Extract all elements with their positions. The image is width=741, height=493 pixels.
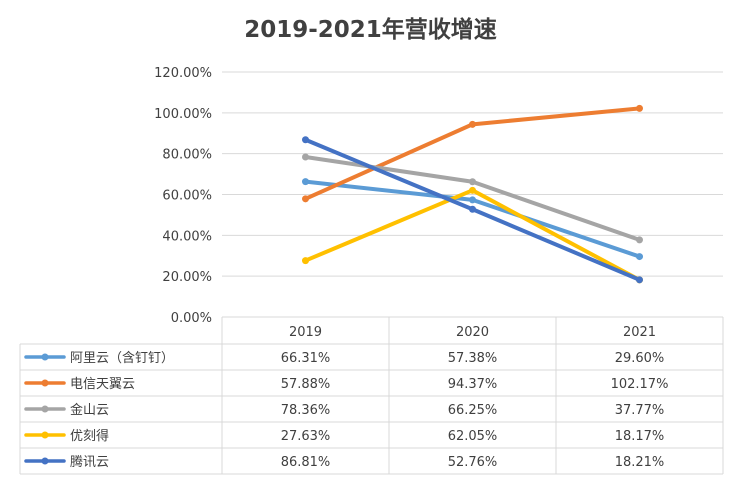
- legend-series-name: 阿里云（含钉钉）: [70, 350, 174, 366]
- y-tick-label: 20.00%: [162, 270, 212, 285]
- data-point: [469, 186, 476, 194]
- x-category-label: 2020: [456, 325, 489, 340]
- data-point: [469, 120, 476, 128]
- legend-series-name: 优刻得: [70, 428, 109, 444]
- data-point: [636, 104, 643, 112]
- data-point: [636, 253, 643, 261]
- table-cell-value: 62.05%: [448, 429, 498, 444]
- x-category-label: 2021: [623, 325, 656, 340]
- legend-series-name: 电信天翼云: [70, 377, 135, 392]
- y-axis-ticks: 0.00% 20.00% 40.00% 60.00% 80.00% 100.00% 120.…: [154, 66, 212, 326]
- y-tick-label: 80.00%: [162, 148, 212, 163]
- table-cell-value: 66.31%: [281, 351, 331, 366]
- table-cell-value: 18.17%: [615, 429, 665, 444]
- data-point: [469, 178, 476, 186]
- series-layer: [302, 104, 643, 284]
- data-point: [636, 276, 643, 284]
- x-category-label: 2019: [289, 325, 322, 340]
- data-point: [469, 205, 476, 213]
- data-point: [302, 257, 309, 265]
- data-table: 2019 2020 2021 阿里云（含钉钉） 66.31% 57.38% 29.60% 电信…: [19, 317, 724, 475]
- table-cell-value: 37.77%: [615, 403, 665, 418]
- table-cell-value: 52.76%: [448, 455, 498, 470]
- data-point: [302, 195, 309, 203]
- legend-key-marker: [41, 379, 49, 387]
- y-tick-label: 100.00%: [154, 107, 212, 122]
- data-point: [636, 236, 643, 244]
- table-cell-value: 57.38%: [448, 351, 498, 366]
- data-point: [302, 136, 309, 144]
- legend-key-marker: [41, 353, 49, 361]
- y-tick-label: 0.00%: [171, 311, 212, 326]
- table-cell-value: 94.37%: [448, 377, 498, 392]
- legend-series-name: 金山云: [70, 402, 109, 418]
- chart-title: 2019-2021年营收增速: [244, 17, 497, 43]
- data-point: [302, 153, 309, 161]
- table-cell-value: 29.60%: [615, 351, 665, 366]
- table-cell-value: 18.21%: [615, 455, 665, 470]
- legend-key-marker: [41, 431, 49, 439]
- legend-key-marker: [41, 457, 49, 465]
- table-cell-value: 27.63%: [281, 429, 331, 444]
- grid-layer: [222, 71, 723, 318]
- table-cell-value: 66.25%: [448, 403, 498, 418]
- y-tick-label: 60.00%: [162, 189, 212, 204]
- legend-series-name: 腾讯云: [70, 454, 109, 470]
- table-cell-value: 78.36%: [281, 403, 331, 418]
- data-point: [469, 196, 476, 204]
- table-cell-value: 57.88%: [281, 377, 331, 392]
- data-point: [302, 178, 309, 186]
- y-tick-label: 120.00%: [154, 66, 212, 81]
- table-cell-value: 86.81%: [281, 455, 331, 470]
- legend-key-marker: [41, 405, 49, 413]
- y-tick-label: 40.00%: [162, 229, 212, 244]
- table-cell-value: 102.17%: [611, 377, 669, 392]
